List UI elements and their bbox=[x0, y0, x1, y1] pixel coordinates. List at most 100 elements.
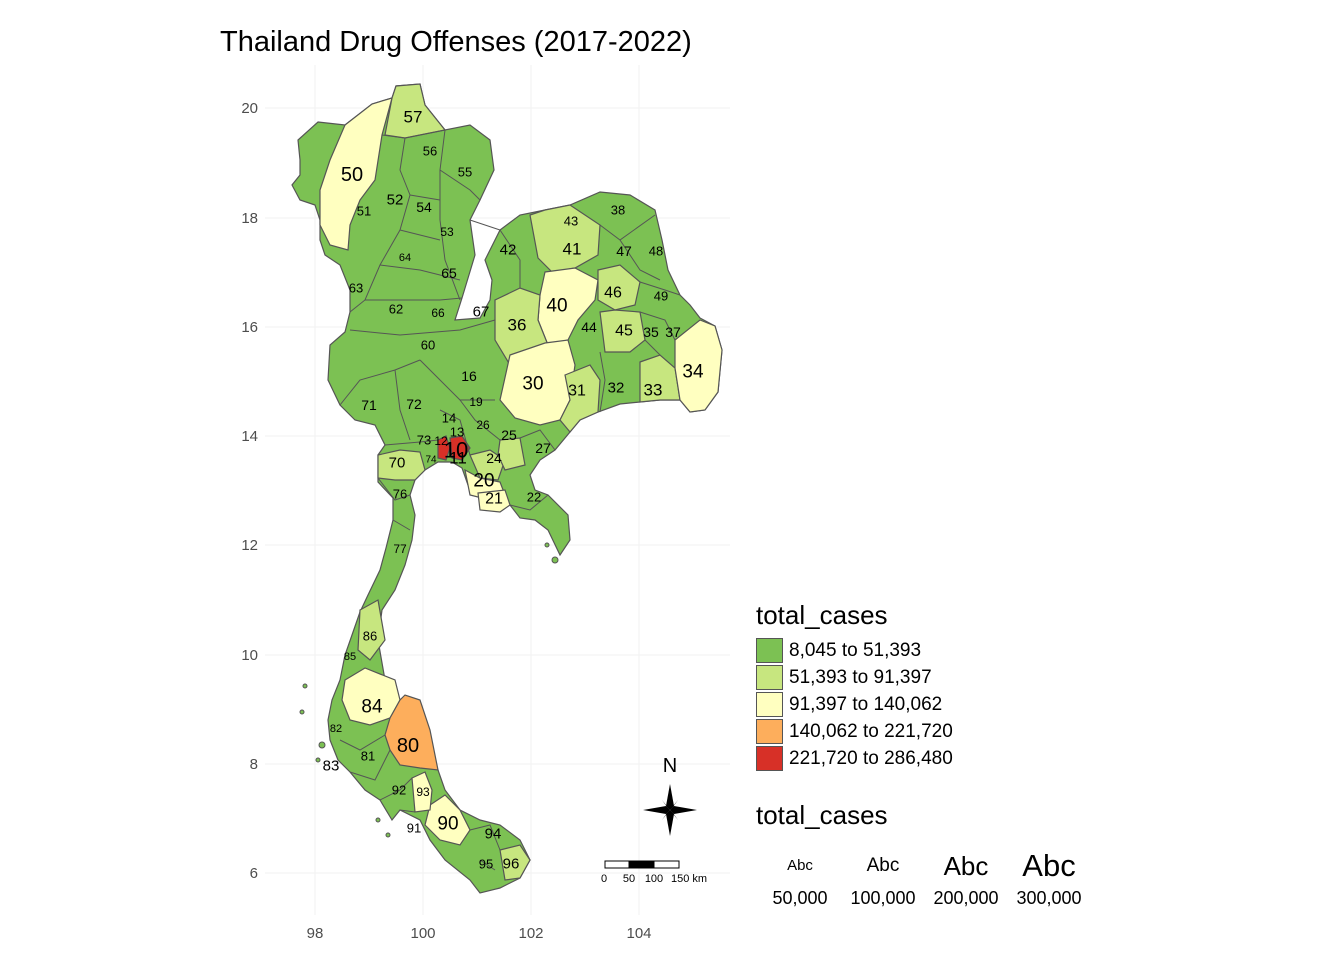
x-tick: 98 bbox=[307, 925, 324, 942]
province-label: 64 bbox=[399, 252, 411, 264]
fill-legend-item: 51,393 to 91,397 bbox=[756, 664, 953, 691]
fill-legend-item: 140,062 to 221,720 bbox=[756, 718, 953, 745]
fill-legend-title: total_cases bbox=[756, 600, 888, 630]
province-label: 31 bbox=[568, 383, 586, 400]
province-label: 11 bbox=[449, 449, 467, 468]
province-70 bbox=[377, 449, 426, 481]
province-label: 76 bbox=[393, 487, 407, 502]
size-sample: Abc bbox=[787, 857, 813, 874]
province-label: 57 bbox=[404, 108, 423, 127]
y-tick: 16 bbox=[241, 319, 258, 336]
y-tick: 18 bbox=[241, 210, 258, 227]
province-label: 70 bbox=[389, 455, 406, 472]
province-label: 22 bbox=[527, 490, 541, 505]
scale-label: 50 bbox=[623, 873, 635, 885]
province-label: 38 bbox=[611, 203, 625, 218]
legend-swatch bbox=[756, 638, 783, 663]
size-value: 200,000 bbox=[933, 888, 999, 908]
province-label: 32 bbox=[608, 380, 625, 397]
province-41 bbox=[529, 204, 601, 273]
province-label: 14 bbox=[442, 411, 456, 426]
y-tick: 8 bbox=[250, 756, 258, 773]
map-title: Thailand Drug Offenses (2017-2022) bbox=[220, 26, 692, 58]
fill-legend-item: 221,720 to 286,480 bbox=[756, 745, 953, 772]
province-80 bbox=[384, 694, 439, 771]
province-21 bbox=[477, 489, 511, 513]
province-label: 19 bbox=[469, 395, 483, 409]
province-label: 71 bbox=[361, 397, 377, 413]
province-label: 92 bbox=[392, 783, 406, 798]
size-sample: Abc bbox=[943, 851, 989, 881]
province-86 bbox=[357, 599, 386, 661]
province-label: 65 bbox=[441, 265, 457, 281]
province-46 bbox=[597, 264, 641, 311]
province-label: 62 bbox=[389, 302, 403, 317]
province-24 bbox=[469, 449, 506, 481]
province-label: 40 bbox=[546, 296, 567, 317]
province-label: 74 bbox=[425, 455, 437, 466]
y-tick: 10 bbox=[241, 647, 258, 664]
province-label: 20 bbox=[473, 471, 494, 492]
province-label: 12 bbox=[434, 434, 448, 448]
province-label: 96 bbox=[503, 856, 520, 873]
size-legend: total_cases bbox=[756, 800, 888, 831]
province-label: 86 bbox=[363, 629, 377, 644]
province-label: 85 bbox=[344, 651, 356, 663]
legend-swatch bbox=[756, 692, 783, 717]
legend-label: 8,045 to 51,393 bbox=[789, 639, 922, 661]
y-tick: 14 bbox=[241, 428, 258, 445]
scale-label: 100 bbox=[645, 873, 663, 885]
province-label: 52 bbox=[387, 192, 404, 209]
scale-label: 150 km bbox=[671, 873, 707, 885]
province-label: 91 bbox=[407, 821, 421, 836]
province-label: 66 bbox=[431, 306, 445, 320]
x-tick: 100 bbox=[410, 925, 435, 942]
province-label: 94 bbox=[485, 826, 502, 843]
north-arrow-label: N bbox=[663, 755, 677, 777]
province-label: 36 bbox=[508, 316, 527, 335]
province-label: 72 bbox=[406, 396, 422, 412]
province-label: 13 bbox=[450, 425, 464, 440]
legend-label: 140,062 to 221,720 bbox=[789, 720, 953, 742]
fill-legend-item: 91,397 to 140,062 bbox=[756, 691, 953, 718]
fill-legend-item: 8,045 to 51,393 bbox=[756, 637, 953, 664]
province-31 bbox=[559, 364, 601, 433]
province-label: 26 bbox=[476, 418, 490, 432]
province-label: 37 bbox=[665, 324, 681, 340]
size-legend-item: Abc 100,000 bbox=[840, 846, 926, 909]
province-label: 44 bbox=[581, 319, 597, 335]
province-label: 51 bbox=[357, 204, 371, 219]
compass-east-point bbox=[670, 806, 697, 814]
province-34 bbox=[674, 319, 723, 413]
province-96 bbox=[499, 844, 531, 881]
x-tick: 102 bbox=[518, 925, 543, 942]
legend-label: 91,397 to 140,062 bbox=[789, 693, 943, 715]
province-label: 90 bbox=[437, 814, 458, 835]
province-label: 84 bbox=[361, 697, 383, 718]
province-label: 27 bbox=[535, 440, 551, 456]
province-label: 77 bbox=[393, 542, 407, 556]
compass-south-point bbox=[666, 810, 674, 836]
size-value: 100,000 bbox=[850, 888, 916, 908]
compass-west-point bbox=[643, 806, 670, 814]
province-label: 81 bbox=[361, 749, 375, 764]
islands bbox=[299, 542, 559, 838]
province-label: 21 bbox=[485, 491, 503, 508]
province-label: 33 bbox=[644, 381, 663, 400]
province-label: 45 bbox=[615, 323, 633, 340]
y-tick: 6 bbox=[250, 865, 258, 882]
province-label: 60 bbox=[421, 338, 435, 353]
x-tick: 104 bbox=[626, 925, 651, 942]
province-label: 55 bbox=[458, 165, 472, 180]
legend-label: 51,393 to 91,397 bbox=[789, 666, 932, 688]
size-sample: Abc bbox=[866, 855, 900, 876]
province-label: 30 bbox=[522, 374, 543, 395]
province-93 bbox=[411, 771, 433, 813]
province-label: 53 bbox=[440, 225, 454, 239]
province-label: 41 bbox=[563, 240, 582, 259]
province-label: 54 bbox=[416, 199, 432, 215]
province-label: 46 bbox=[604, 285, 622, 302]
province-label: 25 bbox=[501, 427, 517, 443]
province-label: 83 bbox=[323, 758, 340, 775]
scale-bar: 0 50 100 150 km bbox=[601, 860, 707, 885]
